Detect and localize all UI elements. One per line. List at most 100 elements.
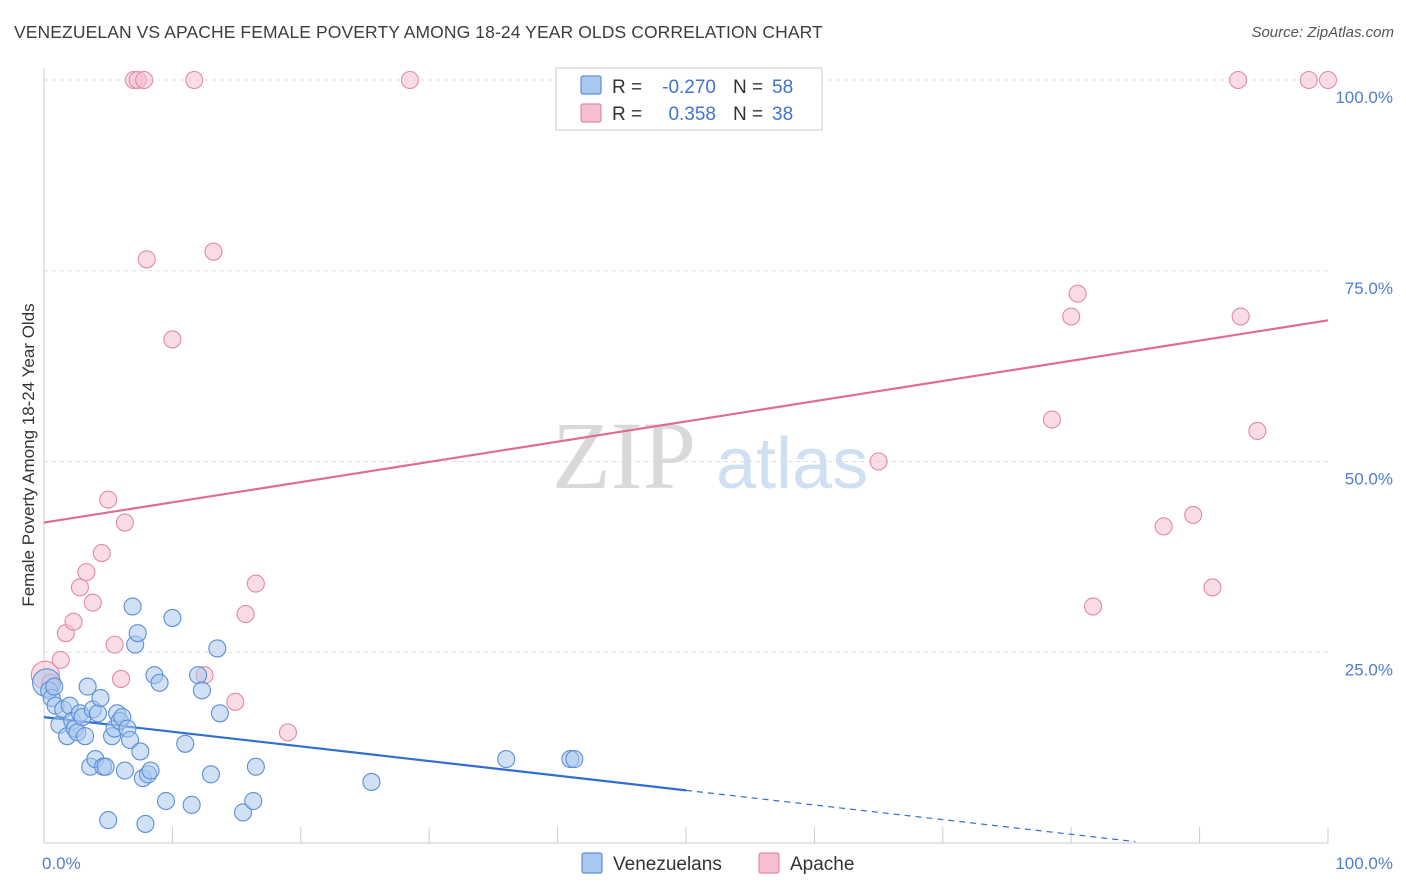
point-venezuelans-55 bbox=[497, 750, 516, 769]
point-apache-11 bbox=[111, 669, 131, 689]
point-apache-17 bbox=[163, 330, 182, 349]
bottom-legend-swatch-venezuelans bbox=[581, 852, 603, 874]
point-venezuelans-51 bbox=[233, 803, 253, 822]
correlation-legend: R = -0.270 N = 58 R = 0.358 N = 38 bbox=[555, 67, 823, 131]
trend-line-venezuelans bbox=[43, 716, 687, 792]
point-apache-15 bbox=[135, 70, 154, 90]
point-venezuelans-20 bbox=[91, 688, 110, 708]
point-venezuelans-43 bbox=[163, 608, 182, 627]
point-apache-38 bbox=[1318, 70, 1338, 90]
point-venezuelans-34 bbox=[128, 624, 147, 643]
y-tick-label-100: 100.0% bbox=[1335, 88, 1393, 107]
y-tick-label-75: 75.0% bbox=[1345, 279, 1393, 298]
watermark-zip: ZIP bbox=[552, 402, 696, 509]
point-apache-32 bbox=[1184, 505, 1203, 524]
point-venezuelans-29 bbox=[115, 761, 134, 780]
point-apache-20 bbox=[204, 242, 223, 261]
point-apache-35 bbox=[1231, 307, 1250, 326]
point-venezuelans-48 bbox=[201, 765, 220, 784]
point-apache-37 bbox=[1299, 70, 1318, 90]
point-apache-22 bbox=[236, 605, 255, 624]
bottom-legend-swatch-apache bbox=[758, 852, 780, 874]
chart-source: Source: ZipAtlas.com bbox=[1251, 24, 1394, 41]
point-apache-31 bbox=[1154, 517, 1173, 536]
y-tick-label-25: 25.0% bbox=[1345, 660, 1393, 679]
point-apache-16 bbox=[137, 250, 156, 269]
legend-n-value-2: 38 bbox=[772, 104, 793, 125]
legend-swatch-venezuelans bbox=[580, 75, 602, 95]
point-apache-21 bbox=[226, 692, 245, 711]
point-apache-36 bbox=[1248, 421, 1267, 441]
data-points bbox=[30, 70, 1338, 833]
watermark-atlas: atlas bbox=[716, 424, 868, 504]
legend-r-label-1: R = bbox=[612, 77, 642, 98]
point-venezuelans-31 bbox=[120, 730, 140, 750]
legend-swatch-apache bbox=[580, 103, 602, 123]
gridlines bbox=[44, 79, 1328, 653]
point-apache-26 bbox=[869, 452, 888, 471]
bottom-legend-label-apache: Apache bbox=[790, 854, 854, 875]
legend-n-label-1: N = bbox=[733, 77, 763, 98]
legend-r-value-2: 0.358 bbox=[668, 104, 716, 125]
point-apache-8 bbox=[92, 544, 111, 563]
trend-line-extension-venezuelans bbox=[685, 789, 1136, 843]
watermark: ZIP atlas bbox=[552, 402, 868, 509]
point-venezuelans-49 bbox=[208, 639, 227, 658]
point-venezuelans-14 bbox=[76, 727, 95, 746]
point-apache-29 bbox=[1068, 284, 1087, 303]
y-axis-title: Female Poverty Among 18-24 Year Olds bbox=[19, 303, 38, 606]
axes bbox=[43, 68, 1329, 844]
point-venezuelans-3 bbox=[45, 677, 64, 696]
point-venezuelans-41 bbox=[150, 673, 169, 692]
tick-labels: 25.0% 50.0% 75.0% 100.0% 0.0% 100.0% bbox=[42, 88, 1393, 873]
point-venezuelans-44 bbox=[176, 734, 195, 753]
point-venezuelans-22 bbox=[96, 757, 115, 776]
legend-n-label-2: N = bbox=[733, 104, 763, 125]
point-apache-7 bbox=[83, 593, 102, 612]
point-apache-18 bbox=[185, 70, 204, 90]
legend-r-label-2: R = bbox=[612, 104, 642, 125]
point-apache-25 bbox=[400, 70, 419, 90]
point-apache-2 bbox=[51, 650, 70, 669]
legend-r-value-1: -0.270 bbox=[662, 77, 716, 98]
series-legend: Venezuelans Apache bbox=[581, 852, 854, 875]
x-tick-label-0: 0.0% bbox=[42, 854, 81, 873]
point-venezuelans-45 bbox=[182, 795, 201, 814]
point-apache-5 bbox=[70, 578, 90, 597]
point-apache-4 bbox=[64, 612, 83, 631]
point-apache-27 bbox=[1042, 410, 1061, 429]
point-apache-33 bbox=[1203, 578, 1222, 597]
point-venezuelans-53 bbox=[246, 757, 265, 776]
point-apache-34 bbox=[1229, 70, 1248, 90]
point-venezuelans-47 bbox=[192, 681, 211, 700]
point-apache-30 bbox=[1083, 597, 1103, 616]
point-venezuelans-15 bbox=[78, 677, 97, 696]
point-venezuelans-42 bbox=[156, 791, 176, 811]
point-venezuelans-19 bbox=[88, 704, 107, 723]
point-apache-24 bbox=[278, 723, 298, 742]
point-venezuelans-52 bbox=[244, 791, 263, 811]
point-venezuelans-37 bbox=[136, 814, 155, 833]
legend-n-value-1: 58 bbox=[772, 77, 793, 98]
point-venezuelans-32 bbox=[123, 597, 142, 616]
trend-lines bbox=[43, 319, 1329, 843]
bottom-legend-label-venezuelans: Venezuelans bbox=[613, 854, 722, 875]
point-venezuelans-50 bbox=[210, 704, 229, 723]
trend-line-apache bbox=[43, 319, 1329, 524]
point-venezuelans-46 bbox=[189, 666, 208, 685]
point-venezuelans-54 bbox=[362, 772, 381, 792]
point-venezuelans-39 bbox=[141, 761, 160, 780]
point-apache-6 bbox=[77, 563, 96, 582]
point-venezuelans-57 bbox=[565, 750, 584, 769]
point-apache-12 bbox=[115, 513, 134, 532]
point-venezuelans-35 bbox=[131, 742, 150, 761]
x-tick-label-100: 100.0% bbox=[1335, 854, 1393, 873]
point-apache-28 bbox=[1062, 307, 1081, 326]
point-venezuelans-23 bbox=[99, 811, 118, 830]
point-apache-10 bbox=[105, 635, 124, 654]
chart-title: VENEZUELAN VS APACHE FEMALE POVERTY AMON… bbox=[14, 22, 823, 42]
y-tick-label-50: 50.0% bbox=[1345, 470, 1393, 489]
point-apache-23 bbox=[246, 574, 265, 593]
point-apache-9 bbox=[99, 490, 118, 509]
